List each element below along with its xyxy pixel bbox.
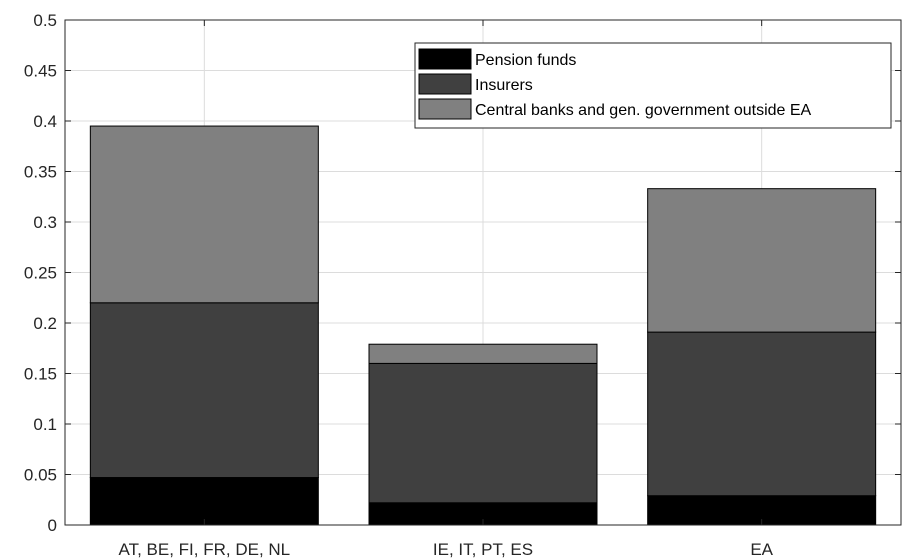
legend-swatch-2	[418, 98, 472, 120]
legend-label-0: Pension funds	[475, 52, 576, 69]
bar-0-series-2	[89, 125, 319, 304]
bar-1-series-1	[368, 362, 598, 504]
legend-swatch-1	[418, 73, 472, 95]
bar-0-series-1	[89, 302, 319, 479]
y-axis: 0 0.05 0.1 0.15 0.2 0.25 0.3 0.35 0.4 0.45 0.5	[24, 11, 901, 535]
y-tick-label-10: 0.5	[33, 11, 57, 30]
y-tick-label-5: 0.25	[24, 264, 57, 283]
legend-box	[414, 42, 892, 129]
bar-2-series-1	[647, 331, 877, 497]
x-tick-label-2: EA	[750, 540, 773, 559]
y-tick-label-4: 0.2	[33, 314, 57, 333]
bar-1-series-2	[368, 343, 598, 364]
y-tick-label-9: 0.45	[24, 62, 57, 81]
bars	[89, 125, 877, 526]
x-axis: AT, BE, FI, FR, DE, NL IE, IT, PT, ES EA	[119, 20, 774, 559]
y-tick-label-0: 0	[48, 516, 57, 535]
y-tick-label-7: 0.35	[24, 163, 57, 182]
y-tick-label-2: 0.1	[33, 415, 57, 434]
y-tick-label-3: 0.15	[24, 365, 57, 384]
y-tick-label-8: 0.4	[33, 112, 57, 131]
x-tick-label-1: IE, IT, PT, ES	[433, 540, 533, 559]
y-tick-label-1: 0.05	[24, 466, 57, 485]
legend-label-1: Insurers	[475, 77, 533, 94]
legend-swatch-0	[418, 48, 472, 70]
bar-0-series-0	[89, 477, 319, 526]
x-tick-label-0: AT, BE, FI, FR, DE, NL	[119, 540, 291, 559]
bar-2-series-2	[647, 188, 877, 333]
legend: Pension funds Insurers Central banks and g…	[414, 42, 892, 129]
y-tick-label-6: 0.3	[33, 213, 57, 232]
legend-label-2: Central banks and gen. government outsid…	[475, 102, 812, 119]
